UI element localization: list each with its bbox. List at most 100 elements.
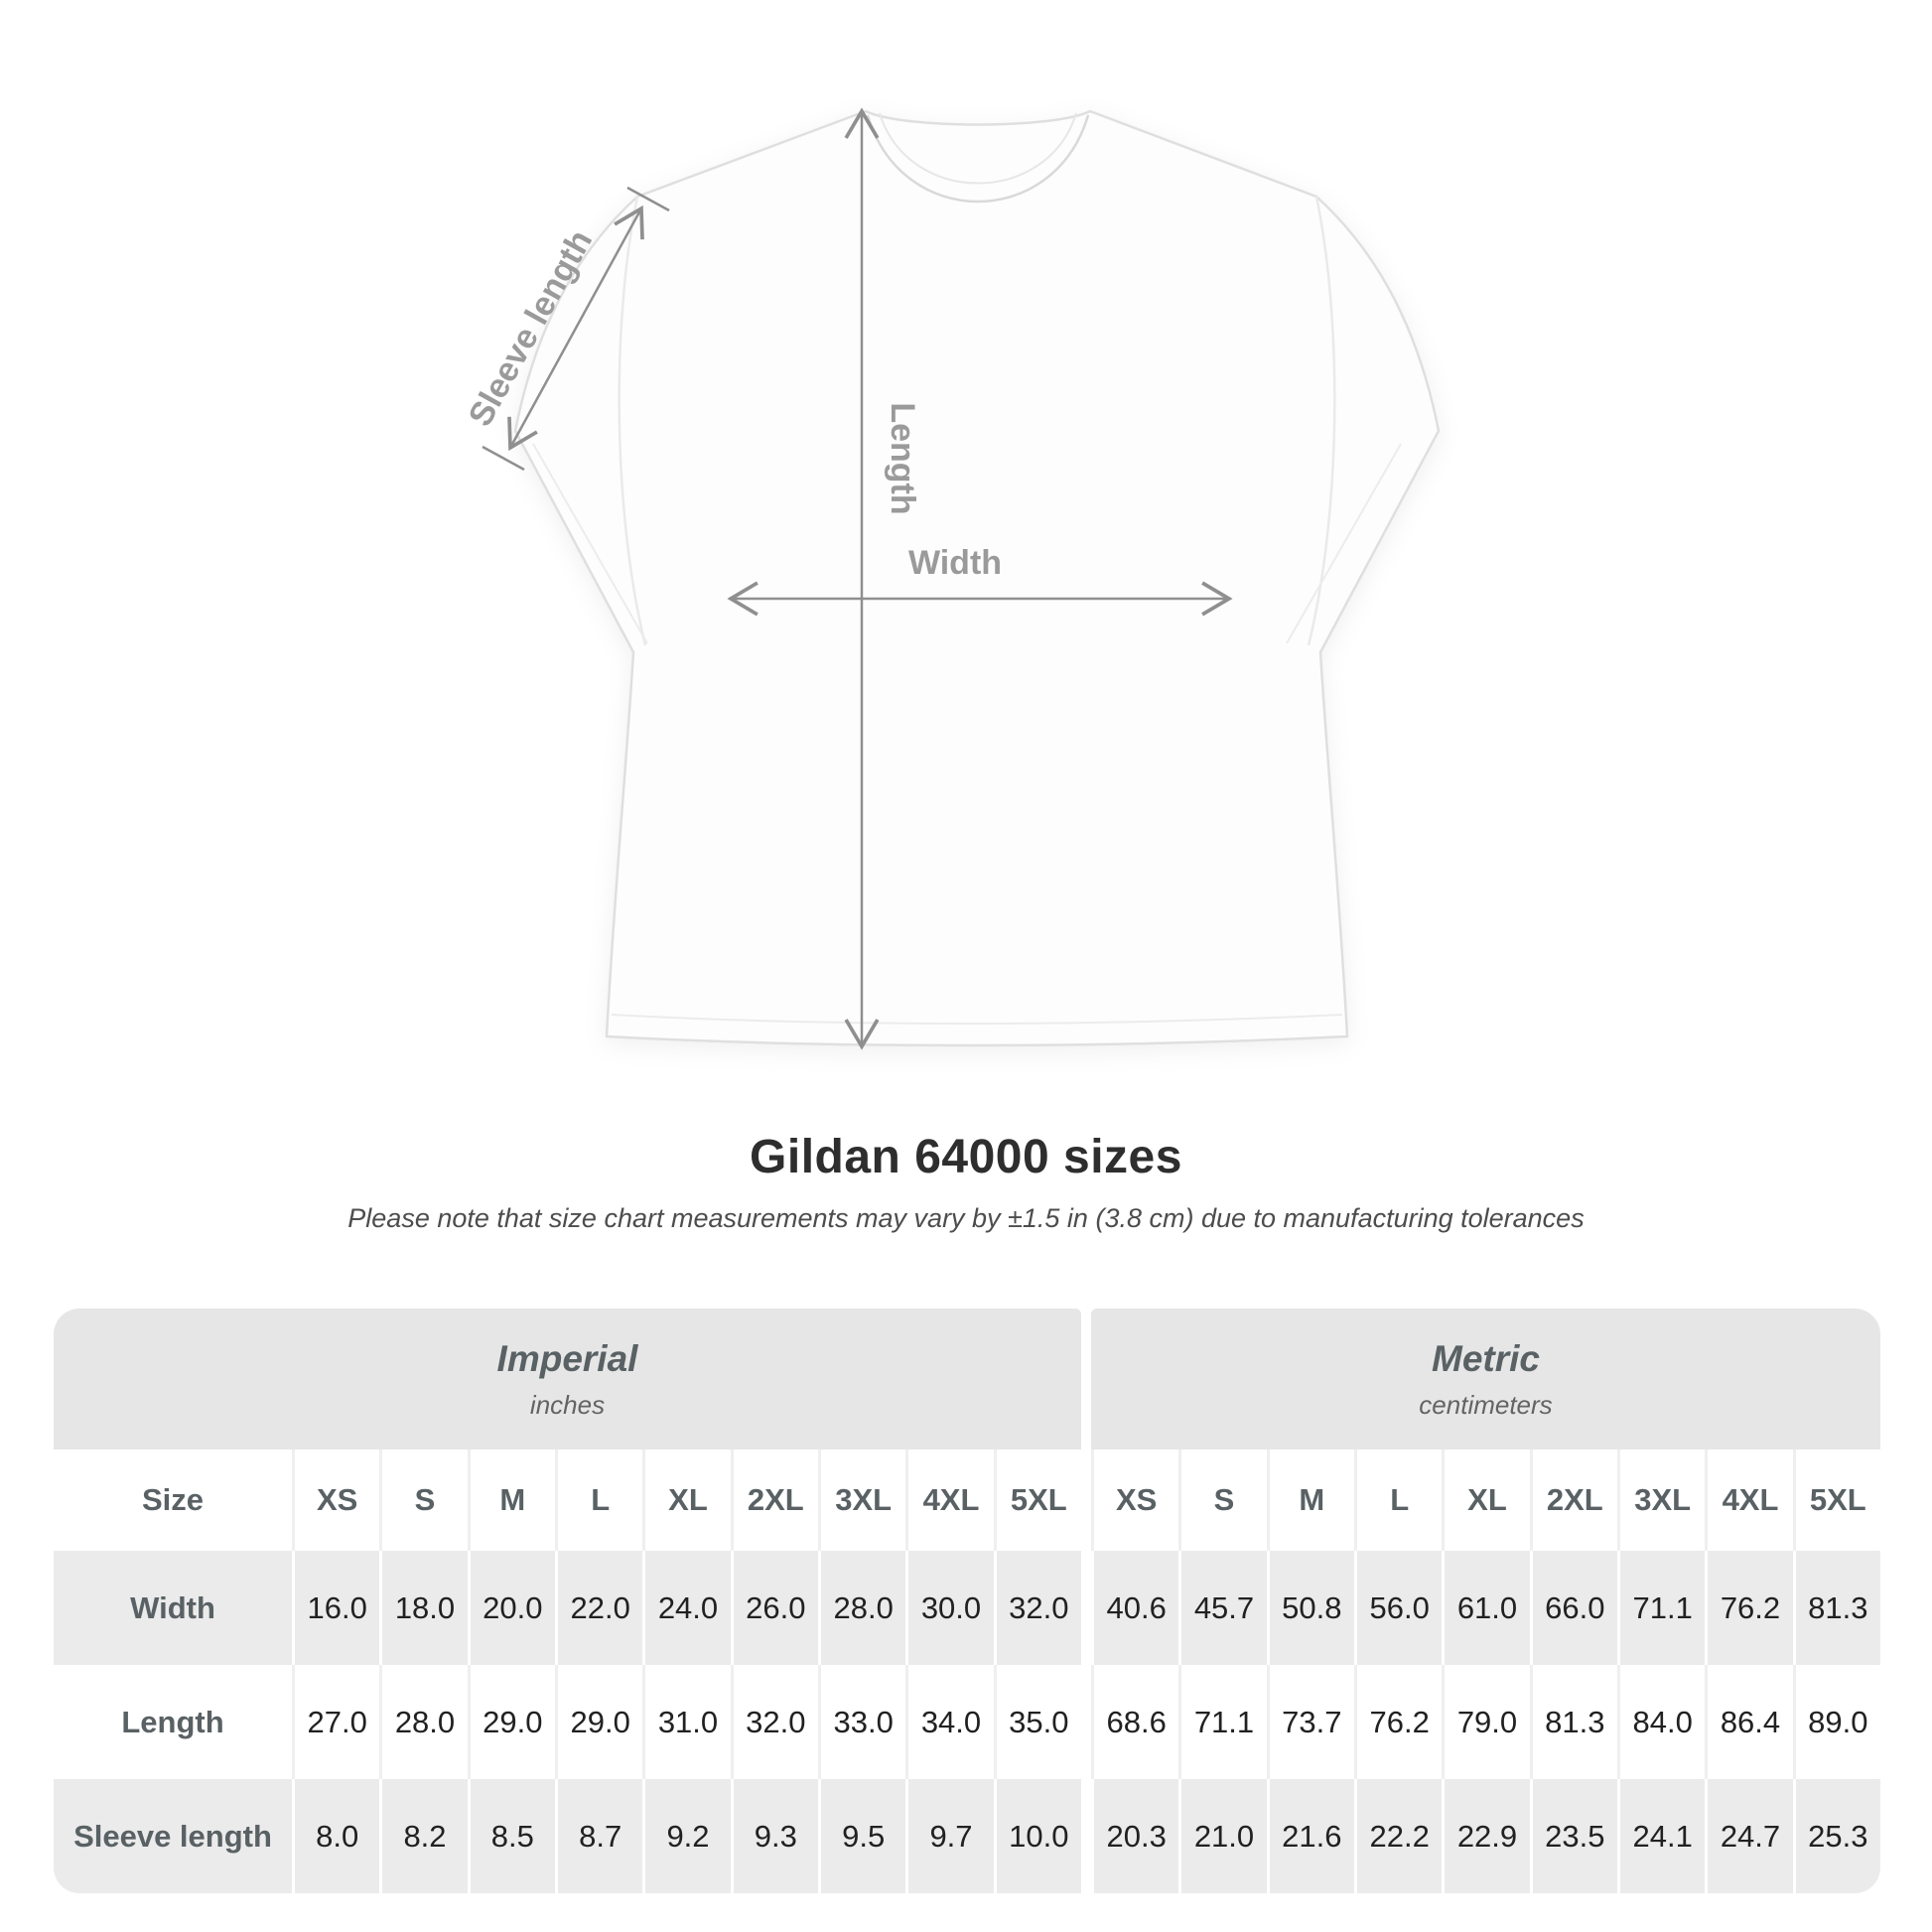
metric-size-l: L bbox=[1354, 1449, 1443, 1551]
table-cell: 89.0 bbox=[1792, 1665, 1880, 1779]
table-cell: 20.3 bbox=[1091, 1779, 1179, 1893]
measurement-annotations bbox=[482, 107, 1233, 1050]
table-cell: 8.0 bbox=[292, 1779, 380, 1893]
table-cell: 24.7 bbox=[1705, 1779, 1793, 1893]
table-cell: 31.0 bbox=[642, 1665, 731, 1779]
imperial-size-m: M bbox=[467, 1449, 555, 1551]
table-cell: 24.0 bbox=[642, 1551, 731, 1665]
sleeve-arrow-end-cap bbox=[626, 186, 670, 212]
table-cell: 71.1 bbox=[1178, 1665, 1267, 1779]
table-cell: 27.0 bbox=[292, 1665, 380, 1779]
table-cell: 30.0 bbox=[905, 1551, 994, 1665]
table-cell: 23.5 bbox=[1529, 1779, 1617, 1893]
imperial-size-4xl: 4XL bbox=[905, 1449, 994, 1551]
imperial-size-xl: XL bbox=[642, 1449, 731, 1551]
sleeve-arrow-start-cap bbox=[482, 445, 525, 472]
length-row-label: Length bbox=[54, 1665, 292, 1779]
table-cell: 45.7 bbox=[1178, 1551, 1267, 1665]
table-cell: 8.2 bbox=[379, 1779, 468, 1893]
table-cell: 9.2 bbox=[642, 1779, 731, 1893]
metric-size-5xl: 5XL bbox=[1792, 1449, 1880, 1551]
width-row-label: Width bbox=[54, 1551, 292, 1665]
sleeve-length-arrow bbox=[507, 205, 644, 452]
table-cell: 22.2 bbox=[1354, 1779, 1443, 1893]
imperial-group-unit: inches bbox=[529, 1389, 606, 1420]
table-cell: 76.2 bbox=[1354, 1665, 1443, 1779]
length-label: Length bbox=[884, 402, 921, 514]
table-cell: 18.0 bbox=[379, 1551, 468, 1665]
table-cell: 81.3 bbox=[1529, 1665, 1617, 1779]
table-cell: 71.1 bbox=[1617, 1551, 1706, 1665]
sleeve-length-row-label: Sleeve length bbox=[54, 1779, 292, 1893]
metric-group-header: Metric centimeters bbox=[1091, 1309, 1880, 1449]
table-cell: 8.5 bbox=[467, 1779, 555, 1893]
table-cell: 21.0 bbox=[1178, 1779, 1267, 1893]
metric-group-title: Metric bbox=[1432, 1337, 1540, 1379]
table-cell: 8.7 bbox=[555, 1779, 643, 1893]
table-cell: 50.8 bbox=[1266, 1551, 1354, 1665]
width-label: Width bbox=[908, 544, 1002, 582]
table-cell: 25.3 bbox=[1792, 1779, 1880, 1893]
table-cell: 9.3 bbox=[730, 1779, 818, 1893]
imperial-group-header: Imperial inches bbox=[54, 1309, 1081, 1449]
table-cell: 10.0 bbox=[993, 1779, 1081, 1893]
table-cell: 26.0 bbox=[730, 1551, 818, 1665]
table-cell: 56.0 bbox=[1354, 1551, 1443, 1665]
tshirt-measurement-diagram: Sleeve length Length Width bbox=[462, 107, 1441, 1050]
column-gap bbox=[1081, 1551, 1091, 1665]
table-cell: 86.4 bbox=[1705, 1665, 1793, 1779]
metric-size-s: S bbox=[1178, 1449, 1267, 1551]
table-cell: 66.0 bbox=[1529, 1551, 1617, 1665]
table-cell: 40.6 bbox=[1091, 1551, 1179, 1665]
collar-outline bbox=[866, 114, 1090, 204]
table-cell: 35.0 bbox=[993, 1665, 1081, 1779]
table-cell: 34.0 bbox=[905, 1665, 994, 1779]
metric-group-unit: centimeters bbox=[1419, 1389, 1553, 1420]
table-cell: 33.0 bbox=[818, 1665, 906, 1779]
imperial-size-s: S bbox=[379, 1449, 468, 1551]
table-cell: 73.7 bbox=[1266, 1665, 1354, 1779]
column-gap bbox=[1081, 1779, 1091, 1893]
table-cell: 79.0 bbox=[1442, 1665, 1530, 1779]
width-row: Width 16.0 18.0 20.0 22.0 24.0 26.0 28.0… bbox=[54, 1551, 1880, 1665]
length-row: Length 27.0 28.0 29.0 29.0 31.0 32.0 33.… bbox=[54, 1665, 1880, 1779]
imperial-size-5xl: 5XL bbox=[993, 1449, 1081, 1551]
table-cell: 61.0 bbox=[1442, 1551, 1530, 1665]
table-cell: 81.3 bbox=[1792, 1551, 1880, 1665]
metric-size-xs: XS bbox=[1091, 1449, 1179, 1551]
metric-size-2xl: 2XL bbox=[1529, 1449, 1617, 1551]
table-cell: 68.6 bbox=[1091, 1665, 1179, 1779]
imperial-size-l: L bbox=[555, 1449, 643, 1551]
column-gap bbox=[1081, 1665, 1091, 1779]
metric-size-m: M bbox=[1266, 1449, 1354, 1551]
unit-group-band: Imperial inches Metric centimeters bbox=[54, 1309, 1880, 1449]
table-cell: 76.2 bbox=[1705, 1551, 1793, 1665]
table-cell: 21.6 bbox=[1266, 1779, 1354, 1893]
table-cell: 16.0 bbox=[292, 1551, 380, 1665]
table-cell: 20.0 bbox=[467, 1551, 555, 1665]
size-row-label: Size bbox=[54, 1449, 292, 1551]
table-cell: 84.0 bbox=[1617, 1665, 1706, 1779]
collar-inner-seam bbox=[879, 112, 1077, 185]
column-gap bbox=[1081, 1449, 1091, 1551]
imperial-size-xs: XS bbox=[292, 1449, 380, 1551]
table-cell: 9.5 bbox=[818, 1779, 906, 1893]
table-cell: 22.0 bbox=[555, 1551, 643, 1665]
size-header-row: Size XS S M L XL 2XL 3XL 4XL 5XL XS S M … bbox=[54, 1449, 1880, 1551]
table-cell: 22.9 bbox=[1442, 1779, 1530, 1893]
imperial-size-3xl: 3XL bbox=[818, 1449, 906, 1551]
table-cell: 32.0 bbox=[993, 1551, 1081, 1665]
imperial-group-title: Imperial bbox=[496, 1337, 638, 1379]
table-cell: 28.0 bbox=[818, 1551, 906, 1665]
metric-size-3xl: 3XL bbox=[1617, 1449, 1706, 1551]
metric-size-xl: XL bbox=[1442, 1449, 1530, 1551]
metric-size-4xl: 4XL bbox=[1705, 1449, 1793, 1551]
table-cell: 28.0 bbox=[379, 1665, 468, 1779]
tolerance-note: Please note that size chart measurements… bbox=[347, 1203, 1585, 1233]
table-cell: 29.0 bbox=[555, 1665, 643, 1779]
group-divider bbox=[1081, 1309, 1091, 1449]
table-cell: 9.7 bbox=[905, 1779, 994, 1893]
table-cell: 24.1 bbox=[1617, 1779, 1706, 1893]
imperial-size-2xl: 2XL bbox=[730, 1449, 818, 1551]
